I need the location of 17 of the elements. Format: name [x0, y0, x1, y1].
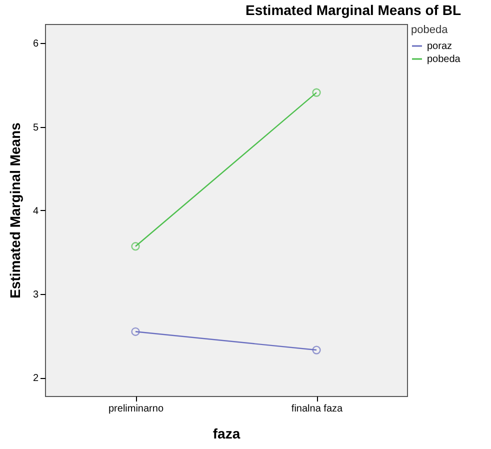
point [312, 346, 321, 354]
x-axis-title: faza [212, 426, 240, 442]
y-axis-title: Estimated Marginal Means [6, 122, 23, 298]
legend-title: pobeda [411, 24, 449, 36]
x-tick-label: finalna faza [291, 404, 344, 414]
legend-label: poraz [427, 41, 452, 52]
legend-label: pobeda [427, 54, 461, 65]
y-tick-label: 3 [32, 290, 39, 301]
point [131, 327, 140, 336]
y-tick-label: 4 [32, 206, 39, 217]
point [312, 88, 321, 97]
chart-title: Estimated Marginal Means of BL [246, 2, 462, 18]
x-tick-label: preliminarno [108, 404, 164, 414]
y-tick-label: 5 [32, 122, 39, 134]
point [131, 242, 140, 251]
y-tick-label: 6 [32, 38, 39, 50]
y-tick-label: 2 [32, 373, 39, 384]
